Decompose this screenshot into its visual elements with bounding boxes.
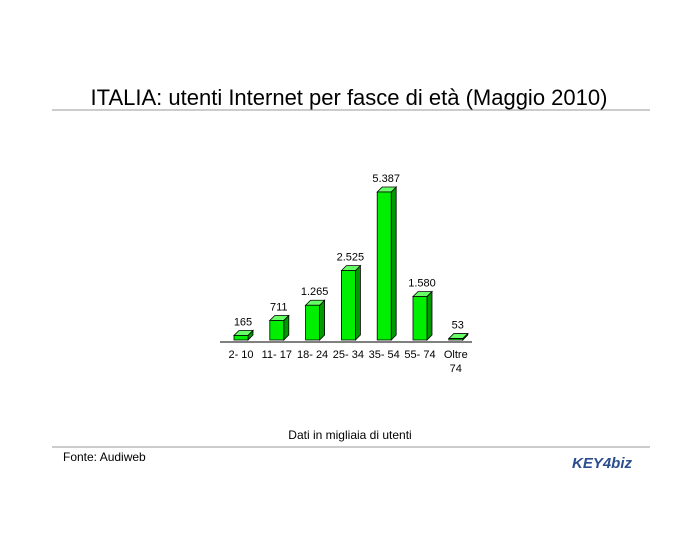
bar bbox=[304, 299, 326, 341]
x-tick-label: 11- 17 bbox=[261, 349, 292, 361]
bar-front bbox=[269, 320, 285, 341]
value-label: 711 bbox=[270, 301, 288, 313]
bar-front bbox=[376, 191, 392, 341]
bar-side bbox=[354, 264, 361, 341]
bar-front bbox=[233, 335, 249, 341]
x-tick-label: 25- 34 bbox=[332, 349, 364, 361]
bar-side bbox=[319, 299, 326, 341]
bar bbox=[447, 332, 469, 341]
x-tick-label: 2- 10 bbox=[228, 349, 254, 361]
bar-front bbox=[305, 304, 321, 341]
value-label: 53 bbox=[452, 320, 464, 332]
x-tick-label: 18- 24 bbox=[296, 349, 329, 361]
value-label: 2.525 bbox=[337, 252, 365, 264]
logo: KEY4biz bbox=[572, 455, 633, 472]
bar-side bbox=[390, 186, 397, 341]
value-label: 1.580 bbox=[408, 278, 436, 290]
value-label: 5.387 bbox=[372, 173, 400, 185]
bar bbox=[233, 329, 254, 341]
bar bbox=[340, 264, 362, 341]
bar-front bbox=[412, 296, 428, 341]
source: Fonte: Audiweb bbox=[63, 450, 146, 464]
value-label: 165 bbox=[234, 316, 252, 328]
chart-title: ITALIA: utenti Internet per fasce di età… bbox=[91, 85, 608, 110]
bar-front bbox=[340, 270, 356, 341]
x-tick-label: 35- 54 bbox=[368, 349, 400, 361]
bar bbox=[268, 314, 290, 341]
bar bbox=[376, 186, 398, 341]
note: Dati in migliaia di utenti bbox=[288, 428, 411, 442]
bar bbox=[412, 290, 433, 341]
bar-side bbox=[426, 290, 433, 341]
value-label: 1.265 bbox=[301, 286, 329, 298]
x-tick-label: Oltre 74 bbox=[443, 349, 468, 375]
x-tick-label: 55- 74 bbox=[404, 349, 436, 361]
bar-front bbox=[448, 338, 464, 341]
